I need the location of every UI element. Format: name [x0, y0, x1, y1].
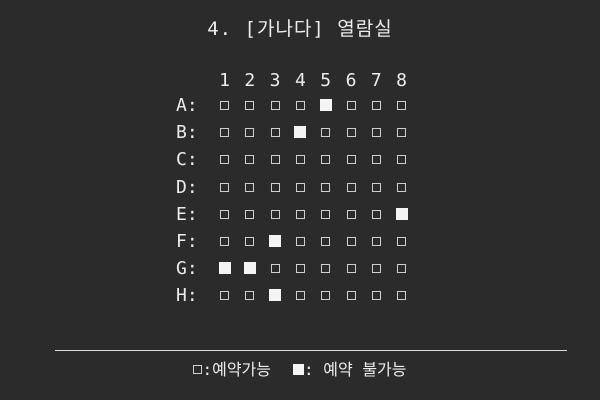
seat-row-d: D: [168, 176, 428, 203]
seat-e3-available[interactable] [270, 209, 280, 219]
seat-b6-available[interactable] [346, 128, 356, 138]
seat-g8-available[interactable] [397, 264, 407, 274]
seat-b3-available[interactable] [270, 128, 280, 138]
seat-b2-available[interactable] [245, 128, 255, 138]
seat-g7-available[interactable] [371, 264, 381, 274]
seat-f8-available[interactable] [397, 237, 407, 246]
row-label-a: A: [176, 95, 198, 116]
seat-row-h: H: [168, 284, 428, 311]
seat-row-a: A: [168, 94, 428, 121]
legend-available-label: :예약가능 [202, 360, 271, 379]
seat-c1-available[interactable] [220, 155, 229, 165]
seat-e1-available[interactable] [220, 209, 229, 219]
column-header-4: 4 [294, 70, 306, 91]
seat-a5-unavailable [319, 99, 332, 111]
row-label-g: G: [176, 258, 198, 280]
legend-unavailable-label: : 예약 불가능 [304, 360, 407, 379]
seat-h5-available[interactable] [321, 291, 331, 301]
row-label-f: F: [176, 231, 198, 252]
page-title: 4. [가나다] 열람실 [207, 18, 393, 40]
seat-row-e: E: [168, 203, 428, 230]
seat-a6-available[interactable] [346, 101, 356, 110]
seat-e6-available[interactable] [346, 209, 356, 219]
seat-d5-available[interactable] [321, 182, 331, 192]
seat-c6-available[interactable] [346, 155, 356, 165]
seat-g1-unavailable [218, 262, 231, 275]
seat-a1-available[interactable] [220, 101, 229, 110]
seat-a2-available[interactable] [245, 101, 255, 110]
divider [55, 350, 567, 351]
seat-e7-available[interactable] [371, 209, 381, 219]
column-header-8: 8 [396, 70, 408, 91]
seat-e4-available[interactable] [295, 209, 305, 219]
available-seat-icon [193, 365, 203, 374]
seat-c3-available[interactable] [270, 155, 280, 165]
column-header-7: 7 [370, 70, 382, 91]
seat-b1-available[interactable] [220, 128, 229, 138]
legend: :예약가능 : 예약 불가능 [0, 356, 600, 380]
seat-e2-available[interactable] [245, 209, 255, 219]
seat-d1-available[interactable] [220, 182, 229, 192]
column-header-1: 1 [219, 70, 230, 91]
seat-c5-available[interactable] [321, 155, 331, 165]
seat-a7-available[interactable] [371, 101, 381, 110]
seat-h3-unavailable [269, 289, 282, 302]
seat-d7-available[interactable] [371, 182, 381, 192]
seat-h2-available[interactable] [245, 291, 255, 301]
seat-row-g: G: [168, 257, 428, 284]
seat-c4-available[interactable] [295, 155, 305, 165]
row-label-b: B: [176, 122, 198, 144]
row-label-h: H: [176, 285, 198, 307]
seat-d4-available[interactable] [295, 182, 305, 192]
seat-c8-available[interactable] [397, 155, 407, 165]
seat-f2-available[interactable] [245, 237, 255, 246]
seat-g3-available[interactable] [270, 264, 280, 274]
seat-d2-available[interactable] [245, 182, 255, 192]
seat-e8-unavailable [395, 207, 408, 220]
row-label-c: C: [176, 149, 198, 171]
seat-b7-available[interactable] [371, 128, 381, 138]
column-header-6: 6 [345, 70, 357, 91]
seat-g2-unavailable [243, 262, 256, 275]
column-header-2: 2 [244, 70, 256, 91]
seat-f6-available[interactable] [346, 237, 356, 246]
seat-d8-available[interactable] [397, 182, 407, 192]
seat-h1-available[interactable] [220, 291, 229, 301]
seat-b8-available[interactable] [397, 128, 407, 138]
row-label-d: D: [176, 176, 198, 198]
seat-c7-available[interactable] [371, 155, 381, 165]
seat-b4-unavailable [294, 126, 307, 139]
seat-f4-available[interactable] [295, 237, 305, 246]
seat-row-b: B: [168, 121, 428, 148]
seat-g4-available[interactable] [295, 264, 305, 274]
seat-g6-available[interactable] [346, 264, 356, 274]
seat-h7-available[interactable] [371, 291, 381, 301]
seat-g5-available[interactable] [321, 264, 331, 274]
seat-c2-available[interactable] [245, 155, 255, 165]
seat-h8-available[interactable] [397, 291, 407, 301]
seat-b5-available[interactable] [321, 128, 331, 138]
seat-row-c: C: [168, 148, 428, 175]
unavailable-seat-icon [293, 364, 304, 375]
seat-h4-available[interactable] [295, 291, 305, 301]
column-header-5: 5 [320, 70, 332, 91]
seat-e5-available[interactable] [321, 209, 331, 219]
seat-d6-available[interactable] [346, 182, 356, 192]
seat-f1-available[interactable] [220, 237, 229, 246]
row-label-e: E: [176, 203, 198, 225]
seat-h6-available[interactable] [346, 291, 356, 301]
seat-row-f: F: [168, 230, 428, 257]
seat-a8-available[interactable] [397, 101, 407, 110]
seat-a3-available[interactable] [270, 101, 280, 110]
seat-d3-available[interactable] [270, 182, 280, 192]
seat-f5-available[interactable] [321, 237, 331, 246]
seat-a4-available[interactable] [295, 101, 305, 110]
seat-f7-available[interactable] [371, 237, 381, 246]
seat-f3-unavailable [269, 235, 282, 247]
column-header-3: 3 [269, 70, 281, 91]
